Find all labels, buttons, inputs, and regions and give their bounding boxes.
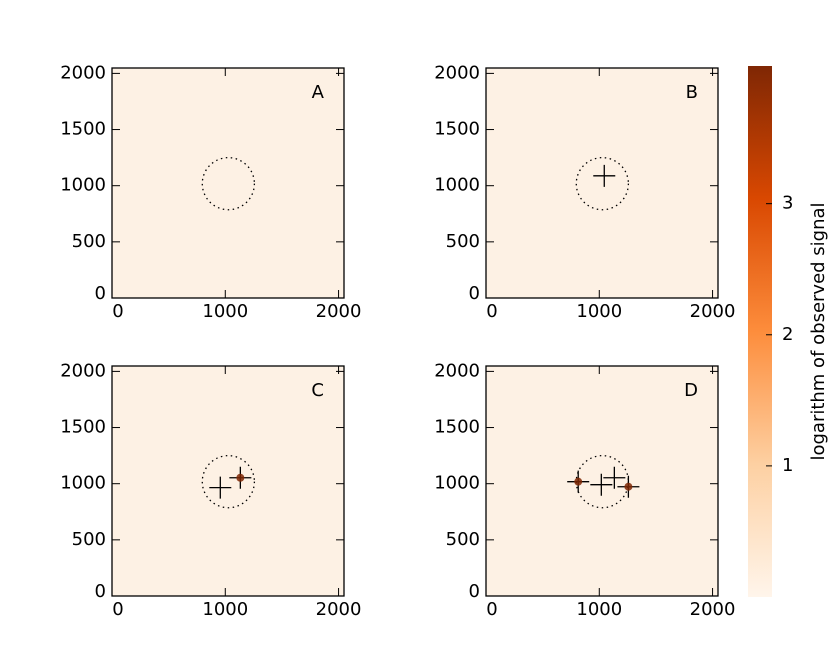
y-tick-label: 2000: [60, 62, 106, 83]
x-tick-label: 1000: [576, 599, 622, 620]
cross-marker: [593, 164, 616, 187]
y-tick-label: 1500: [434, 417, 480, 438]
x-tick-label: 1000: [576, 301, 622, 322]
y-tick-label: 2000: [434, 360, 480, 381]
x-tick-label: 1000: [202, 599, 248, 620]
y-tick-label: 1500: [434, 119, 480, 140]
signal-spot: [624, 482, 633, 491]
cross-marker: [603, 466, 626, 489]
plot-frame: [111, 67, 345, 299]
y-tick-label: 2000: [60, 360, 106, 381]
colorbar-tick-label: 2: [782, 324, 793, 345]
y-tick-label: 500: [446, 231, 480, 252]
y-tick-label: 500: [72, 231, 106, 252]
y-tick-label: 0: [469, 581, 480, 602]
y-tick-label: 1000: [434, 473, 480, 494]
signal-spot: [574, 477, 583, 486]
colorbar-label: logarithm of observed signal: [808, 202, 829, 460]
y-tick-label: 500: [72, 529, 106, 550]
region-circle: [201, 156, 256, 211]
panel-label: B: [686, 82, 698, 103]
x-tick-label: 1000: [202, 301, 248, 322]
x-tick-label: 2000: [690, 599, 736, 620]
cross-marker: [590, 473, 613, 496]
colorbar: [748, 66, 772, 597]
x-tick-label: 0: [112, 301, 123, 322]
region-circle: [575, 156, 630, 211]
x-tick-label: 0: [486, 301, 497, 322]
plot-frame: [485, 365, 719, 597]
panel-label: D: [684, 380, 698, 401]
y-tick-label: 1500: [60, 417, 106, 438]
x-tick-label: 2000: [316, 599, 362, 620]
plot-background: [112, 68, 344, 298]
panel-label: C: [311, 380, 324, 401]
plot-frame: [111, 365, 345, 597]
cross-marker: [209, 476, 232, 499]
colorbar-tick-label: 1: [782, 455, 793, 476]
plot-background: [112, 366, 344, 596]
y-tick-label: 2000: [434, 62, 480, 83]
x-tick-label: 2000: [316, 301, 362, 322]
y-tick-label: 0: [95, 283, 106, 304]
y-tick-label: 1000: [60, 175, 106, 196]
plot-background: [486, 366, 718, 596]
signal-spot: [236, 473, 245, 482]
y-tick-label: 1000: [434, 175, 480, 196]
x-tick-label: 0: [486, 599, 497, 620]
y-tick-label: 500: [446, 529, 480, 550]
y-tick-label: 1500: [60, 119, 106, 140]
y-tick-label: 0: [95, 581, 106, 602]
y-tick-label: 0: [469, 283, 480, 304]
region-circle: [201, 454, 256, 509]
panel-label: A: [312, 82, 325, 103]
y-tick-label: 1000: [60, 473, 106, 494]
plot-frame: [485, 67, 719, 299]
x-tick-label: 2000: [690, 301, 736, 322]
colorbar-tick-label: 3: [782, 193, 793, 214]
plot-background: [486, 68, 718, 298]
x-tick-label: 0: [112, 599, 123, 620]
